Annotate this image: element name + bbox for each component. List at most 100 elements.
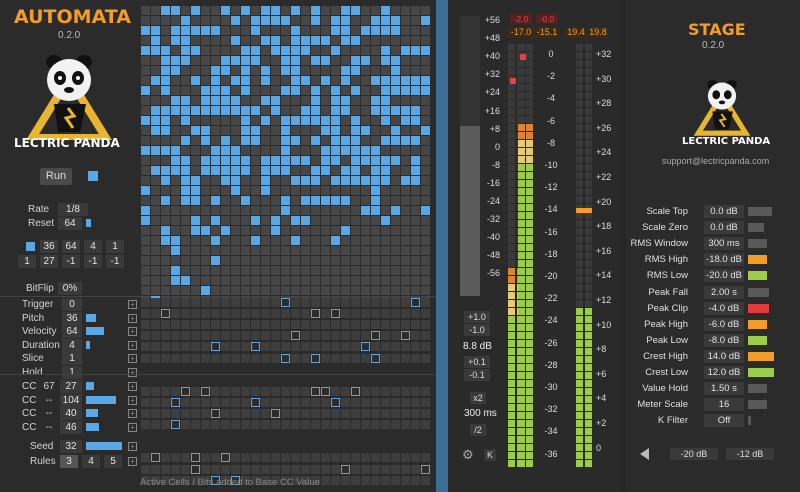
lane-cell[interactable] bbox=[231, 386, 240, 396]
lane-cell[interactable] bbox=[161, 475, 170, 485]
grid-cell[interactable] bbox=[311, 266, 320, 275]
lane-cell[interactable] bbox=[241, 475, 250, 485]
lane-cell[interactable] bbox=[141, 453, 150, 463]
stage-setting-slider[interactable] bbox=[748, 303, 770, 313]
lane-cell[interactable] bbox=[331, 409, 340, 418]
grid-cell[interactable] bbox=[371, 106, 380, 115]
grid-cell[interactable] bbox=[191, 36, 200, 45]
grid-cell[interactable] bbox=[181, 196, 190, 205]
grid-cell[interactable] bbox=[401, 136, 410, 145]
grid-cell[interactable] bbox=[231, 256, 240, 265]
lane-cell[interactable] bbox=[251, 353, 260, 363]
grid-cell[interactable] bbox=[401, 176, 410, 185]
lane-cell[interactable] bbox=[401, 309, 410, 319]
lane-cell[interactable] bbox=[281, 320, 290, 330]
lane-cell[interactable] bbox=[331, 464, 340, 474]
grid-cell[interactable] bbox=[291, 96, 300, 105]
settings-gear-icon[interactable]: ⚙ bbox=[462, 447, 474, 462]
grid-cell[interactable] bbox=[411, 116, 420, 125]
grid-cell[interactable] bbox=[201, 286, 210, 295]
grid-cell[interactable] bbox=[181, 46, 190, 55]
grid-cell[interactable] bbox=[241, 156, 250, 165]
grid-cell[interactable] bbox=[151, 266, 160, 275]
grid-cell[interactable] bbox=[221, 246, 230, 255]
lane-cell[interactable] bbox=[331, 309, 340, 319]
grid-cell[interactable] bbox=[261, 266, 270, 275]
grid-cell[interactable] bbox=[321, 146, 330, 155]
grid-cell[interactable] bbox=[391, 276, 400, 285]
lane-cell[interactable] bbox=[171, 331, 180, 341]
lane-cell[interactable] bbox=[341, 409, 350, 418]
grid-cell[interactable] bbox=[281, 66, 290, 75]
lane-cell[interactable] bbox=[351, 475, 360, 485]
grid-cell[interactable] bbox=[331, 106, 340, 115]
lane-cell[interactable] bbox=[401, 298, 410, 307]
cc-value[interactable]: 104 bbox=[60, 393, 82, 407]
grid-cell[interactable] bbox=[251, 56, 260, 65]
grid-cell[interactable] bbox=[211, 66, 220, 75]
lane-cell[interactable] bbox=[311, 386, 320, 396]
grid-cell[interactable] bbox=[421, 66, 430, 75]
lane-cell[interactable] bbox=[241, 409, 250, 418]
grid-cell[interactable] bbox=[351, 76, 360, 85]
grid-cell[interactable] bbox=[401, 66, 410, 75]
grid-cell[interactable] bbox=[351, 266, 360, 275]
grid-cell[interactable] bbox=[351, 66, 360, 75]
grid-cell[interactable] bbox=[311, 176, 320, 185]
lane-cell[interactable] bbox=[221, 353, 230, 363]
grid-cell[interactable] bbox=[171, 136, 180, 145]
lane-cell[interactable] bbox=[271, 342, 280, 352]
grid-cell[interactable] bbox=[311, 76, 320, 85]
grid-cell[interactable] bbox=[321, 36, 330, 45]
grid-cell[interactable] bbox=[291, 166, 300, 175]
lane-cell[interactable] bbox=[281, 475, 290, 485]
lane-cell[interactable] bbox=[341, 464, 350, 474]
grid-cell[interactable] bbox=[211, 116, 220, 125]
grid-cell[interactable] bbox=[401, 146, 410, 155]
grid-cell[interactable] bbox=[141, 266, 150, 275]
grid-cell[interactable] bbox=[201, 246, 210, 255]
grid-cell[interactable] bbox=[201, 226, 210, 235]
grid-cell[interactable] bbox=[171, 26, 180, 35]
grid-cell[interactable] bbox=[291, 36, 300, 45]
grid-cell[interactable] bbox=[311, 36, 320, 45]
grid-cell[interactable] bbox=[211, 256, 220, 265]
lane-cell[interactable] bbox=[231, 475, 240, 485]
grid-cell[interactable] bbox=[181, 36, 190, 45]
lane-cell[interactable] bbox=[141, 342, 150, 352]
grid-cell[interactable] bbox=[301, 56, 310, 65]
grid-cell[interactable] bbox=[361, 256, 370, 265]
stage-setting-value[interactable]: 0.0 dB bbox=[704, 205, 744, 218]
grid-cell[interactable] bbox=[151, 236, 160, 245]
lane-cell[interactable] bbox=[291, 353, 300, 363]
grid-cell[interactable] bbox=[371, 266, 380, 275]
grid-cell[interactable] bbox=[241, 56, 250, 65]
lane-cell[interactable] bbox=[151, 453, 160, 463]
grid-cell[interactable] bbox=[151, 146, 160, 155]
grid-cell[interactable] bbox=[201, 16, 210, 25]
grid-cell[interactable] bbox=[241, 176, 250, 185]
grid-cell[interactable] bbox=[271, 206, 280, 215]
grid-cell[interactable] bbox=[251, 266, 260, 275]
lane-cell[interactable] bbox=[221, 386, 230, 396]
lane-cell[interactable] bbox=[401, 342, 410, 352]
lane-cell[interactable] bbox=[171, 464, 180, 474]
grid-cell[interactable] bbox=[321, 86, 330, 95]
grid-cell[interactable] bbox=[241, 36, 250, 45]
lane-cell[interactable] bbox=[391, 464, 400, 474]
grid-cell[interactable] bbox=[241, 246, 250, 255]
grid-cell[interactable] bbox=[331, 36, 340, 45]
lane-cell[interactable] bbox=[361, 353, 370, 363]
lane-cell[interactable] bbox=[411, 331, 420, 341]
grid-cell[interactable] bbox=[231, 216, 240, 225]
lane-cell[interactable] bbox=[381, 420, 390, 430]
grid-cell[interactable] bbox=[361, 196, 370, 205]
lane-cell[interactable] bbox=[241, 298, 250, 307]
grid-cell[interactable] bbox=[411, 186, 420, 195]
grid-cell[interactable] bbox=[261, 46, 270, 55]
lane-cell[interactable] bbox=[181, 331, 190, 341]
grid-cell[interactable] bbox=[291, 116, 300, 125]
grid-cell[interactable] bbox=[201, 176, 210, 185]
lane-cell[interactable] bbox=[371, 453, 380, 463]
lane-cell[interactable] bbox=[271, 298, 280, 307]
